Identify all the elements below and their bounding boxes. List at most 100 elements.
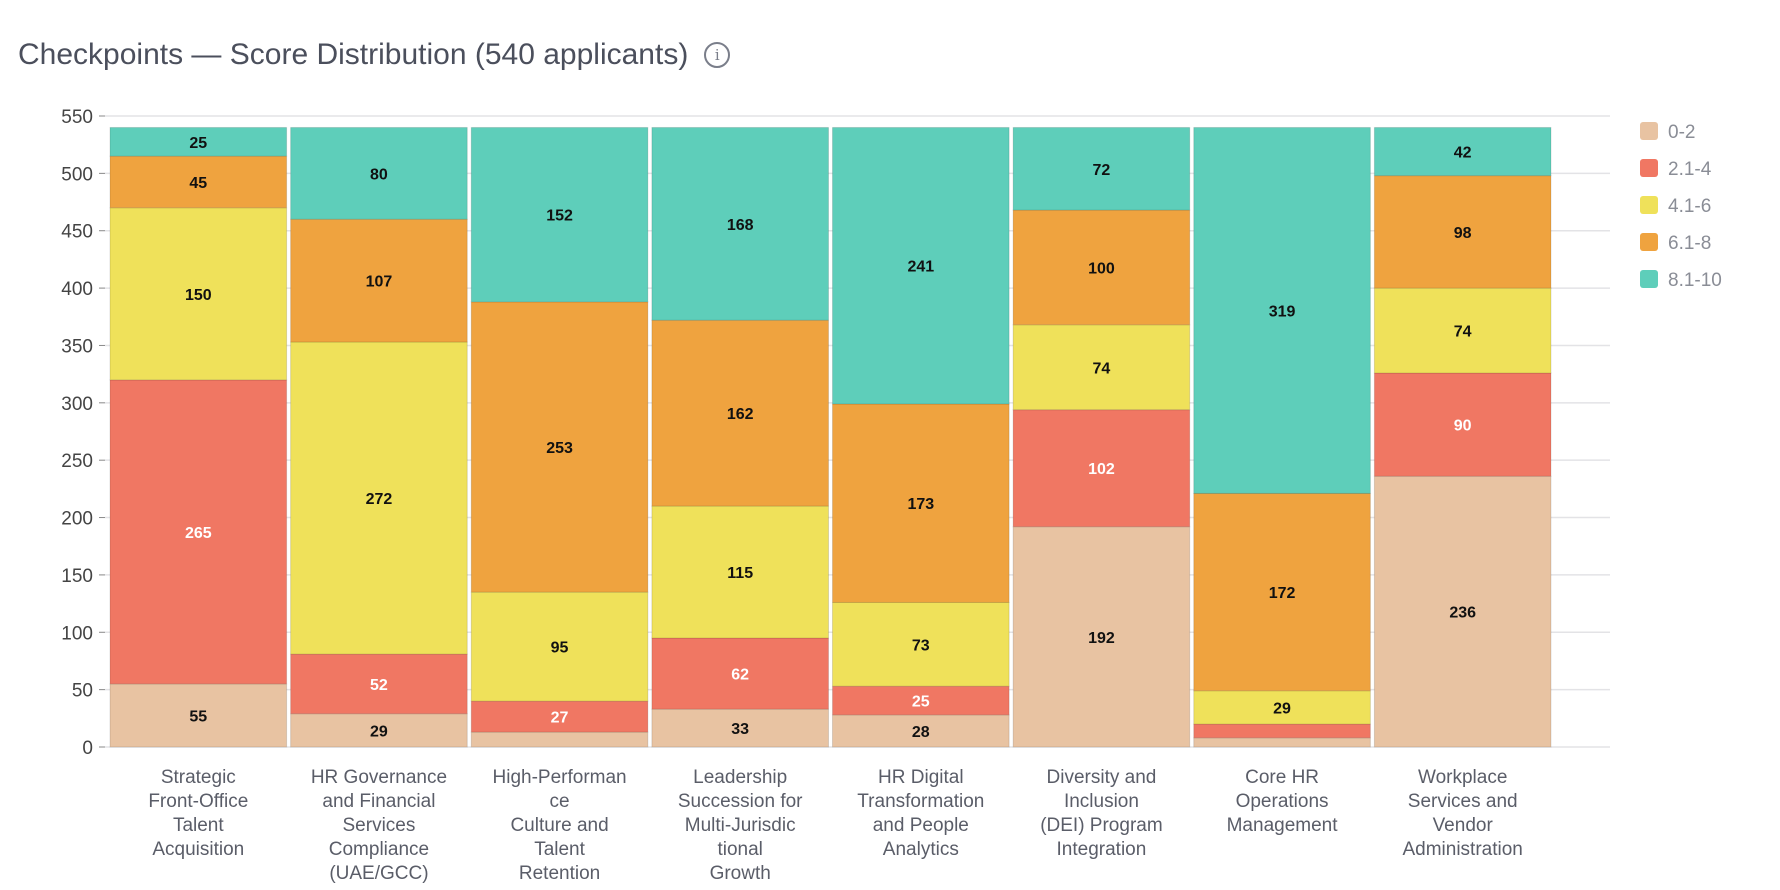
x-tick-label: Operations bbox=[1236, 791, 1329, 812]
data-label: 162 bbox=[727, 406, 754, 423]
bar-segment bbox=[651, 505, 829, 639]
x-tick-label: Services bbox=[343, 815, 416, 836]
bar-segment bbox=[1373, 372, 1552, 477]
bar-segment bbox=[1012, 526, 1191, 748]
y-tick-label: 350 bbox=[61, 336, 93, 357]
y-tick-label: 150 bbox=[61, 566, 93, 587]
data-label: 74 bbox=[1454, 324, 1472, 341]
data-label: 33 bbox=[731, 721, 749, 738]
data-label: 107 bbox=[366, 274, 393, 291]
x-tick-label: Workplace bbox=[1418, 767, 1507, 788]
data-label: 150 bbox=[185, 287, 212, 304]
x-tick-label: (UAE/GCC) bbox=[329, 863, 428, 884]
data-label: 42 bbox=[1454, 145, 1472, 162]
x-tick-label: Acquisition bbox=[152, 839, 244, 860]
bar-segment bbox=[109, 683, 288, 748]
x-tick-label: Growth bbox=[710, 863, 771, 884]
bar-segment bbox=[290, 713, 468, 748]
data-label: 172 bbox=[1269, 585, 1296, 602]
y-tick-label: 200 bbox=[61, 509, 93, 530]
bar-segment bbox=[832, 714, 1010, 748]
data-label: 25 bbox=[189, 135, 207, 152]
info-icon[interactable]: i bbox=[704, 42, 731, 68]
data-label: 62 bbox=[731, 667, 749, 684]
x-tick-label: Talent bbox=[173, 815, 224, 836]
bar-segment bbox=[1193, 723, 1371, 739]
data-label: 29 bbox=[370, 723, 388, 740]
data-label: 102 bbox=[1088, 461, 1115, 478]
bar-segment bbox=[651, 708, 829, 748]
data-label: 55 bbox=[189, 708, 207, 725]
bar-segment bbox=[470, 700, 649, 733]
bar-segment bbox=[470, 591, 649, 702]
y-tick-label: 550 bbox=[61, 107, 93, 128]
bar-segment bbox=[470, 126, 649, 303]
bar-segment bbox=[651, 637, 829, 710]
bar-segment bbox=[1012, 126, 1191, 211]
legend-swatch bbox=[1640, 196, 1658, 214]
bar-segment bbox=[832, 601, 1010, 687]
y-tick-label: 400 bbox=[61, 279, 93, 300]
x-tick-label: Integration bbox=[1057, 839, 1147, 860]
legend-label: 2.1-4 bbox=[1668, 159, 1712, 180]
legend-swatch bbox=[1640, 122, 1658, 140]
bar-segment bbox=[109, 207, 288, 381]
bar-segment bbox=[290, 341, 468, 655]
data-label: 72 bbox=[1093, 162, 1111, 179]
data-label: 265 bbox=[185, 525, 212, 542]
y-tick-label: 50 bbox=[72, 681, 93, 702]
data-label: 95 bbox=[551, 640, 569, 657]
data-label: 27 bbox=[551, 710, 569, 727]
bar-segment bbox=[1373, 175, 1552, 289]
bar-segment bbox=[109, 379, 288, 685]
x-tick-label: Talent bbox=[534, 839, 585, 860]
y-tick-label: 500 bbox=[61, 164, 93, 185]
x-tick-label: ce bbox=[550, 791, 570, 812]
legend-label: 0-2 bbox=[1668, 122, 1695, 143]
data-label: 241 bbox=[907, 259, 934, 276]
x-tick-label: and Financial bbox=[322, 791, 435, 812]
bar-segment bbox=[1373, 475, 1552, 748]
legend-swatch bbox=[1640, 233, 1658, 251]
bar-segment bbox=[1193, 126, 1371, 494]
bar-segment bbox=[290, 218, 468, 343]
y-tick-label: 250 bbox=[61, 451, 93, 472]
bar-segment bbox=[290, 126, 468, 220]
bar-segment bbox=[109, 126, 288, 157]
x-tick-label: HR Digital bbox=[878, 767, 964, 788]
x-tick-label: Multi-Jurisdic bbox=[685, 815, 796, 836]
data-label: 236 bbox=[1449, 605, 1476, 622]
x-tick-label: Management bbox=[1227, 815, 1339, 836]
bar-segment bbox=[832, 403, 1010, 603]
data-label: 152 bbox=[546, 208, 573, 225]
y-tick-label: 300 bbox=[61, 394, 93, 415]
bar-segment bbox=[109, 155, 288, 209]
x-tick-label: Inclusion bbox=[1064, 791, 1139, 812]
x-tick-label: High-Performan bbox=[493, 767, 627, 788]
data-label: 80 bbox=[370, 166, 388, 183]
bar-segment bbox=[1193, 492, 1371, 692]
chart-title-text: Checkpoints — Score Distribution (540 ap… bbox=[18, 38, 689, 71]
x-tick-label: and People bbox=[873, 815, 969, 836]
y-tick-label: 450 bbox=[61, 222, 93, 243]
legend-label: 8.1-10 bbox=[1668, 270, 1722, 291]
x-tick-label: Succession for bbox=[678, 791, 803, 812]
chart-title: Checkpoints — Score Distribution (540 ap… bbox=[18, 38, 731, 72]
bar-segment bbox=[1012, 324, 1191, 411]
data-label: 173 bbox=[907, 496, 934, 513]
bar-segment bbox=[470, 731, 649, 748]
x-tick-label: Leadership bbox=[693, 767, 787, 788]
x-tick-label: Compliance bbox=[329, 839, 429, 860]
x-tick-label: Core HR bbox=[1245, 767, 1319, 788]
data-label: 115 bbox=[727, 565, 753, 582]
data-label: 29 bbox=[1273, 700, 1291, 717]
x-tick-label: (DEI) Program bbox=[1040, 815, 1162, 836]
bar-segment bbox=[651, 319, 829, 507]
bar-segment bbox=[470, 301, 649, 593]
x-tick-label: HR Governance bbox=[311, 767, 447, 788]
x-tick-label: Transformation bbox=[857, 791, 984, 812]
bar-segment bbox=[1373, 287, 1552, 374]
x-tick-label: Diversity and bbox=[1047, 767, 1157, 788]
y-tick-label: 100 bbox=[61, 623, 93, 644]
